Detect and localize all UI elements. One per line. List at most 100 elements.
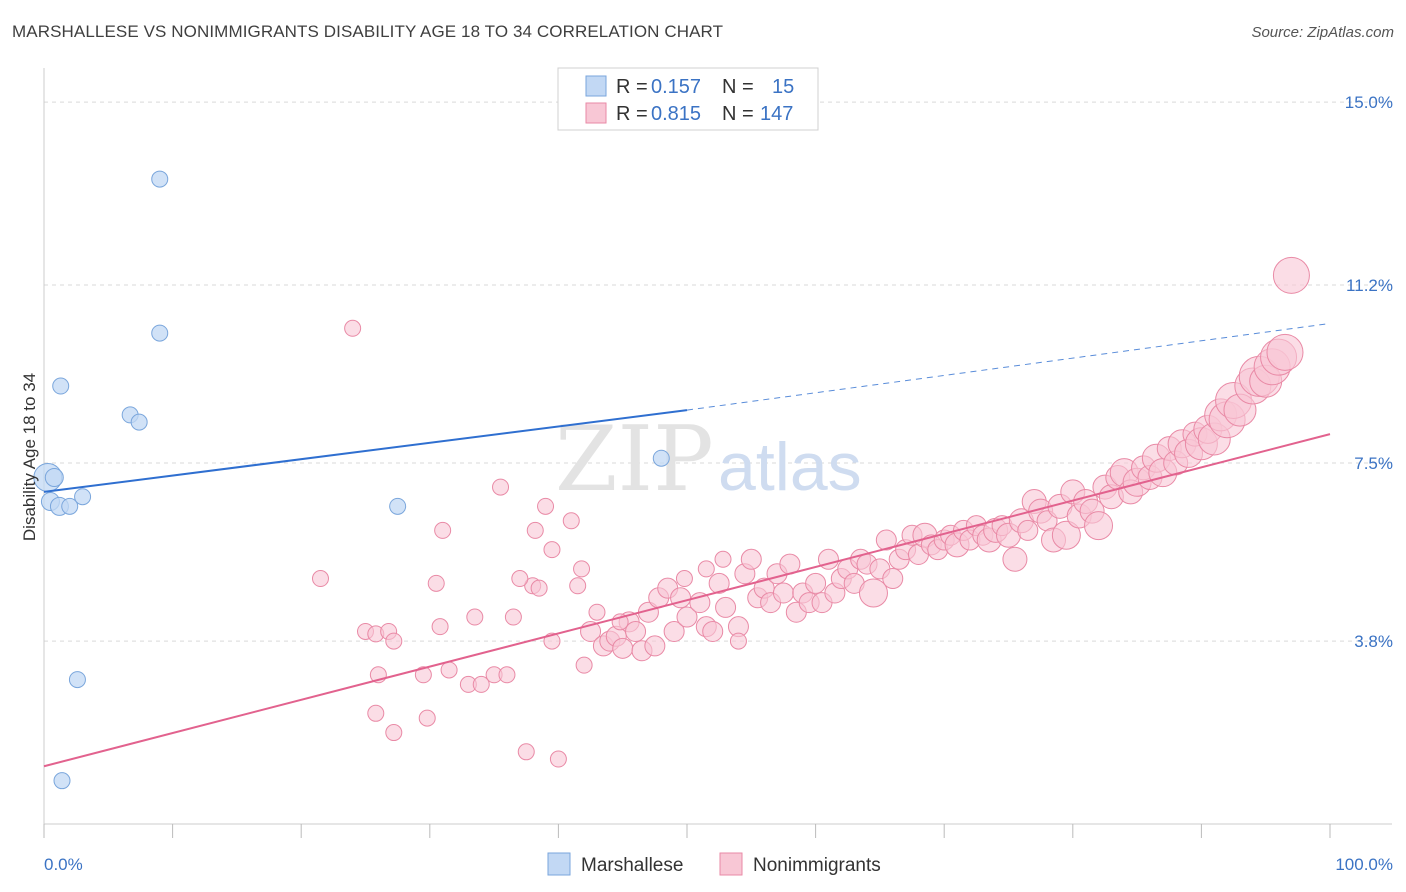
- nonimmigrants-point: [543, 541, 561, 559]
- legend-n-value: 15: [772, 76, 794, 98]
- marshallese-point: [151, 170, 169, 188]
- nonimmigrants-point: [549, 750, 567, 768]
- axes: [43, 68, 1392, 838]
- nonimmigrants-point: [530, 579, 548, 597]
- nonimmigrants-point: [663, 620, 685, 642]
- marshallese-point: [130, 413, 148, 431]
- nonimmigrants-point: [805, 572, 827, 594]
- marshallese-point: [53, 772, 71, 790]
- y-tick-label: 15.0%: [1345, 93, 1393, 112]
- y-tick-label: 11.2%: [1346, 276, 1393, 295]
- y-tick-label: 3.8%: [1354, 632, 1393, 651]
- nonimmigrants-point: [882, 568, 904, 590]
- legend-r-value: 0.815: [651, 103, 701, 125]
- marshallese-point: [74, 488, 92, 506]
- watermark: ZIP atlas: [555, 407, 862, 512]
- nonimmigrants-points: [311, 256, 1310, 768]
- nonimmigrants-point: [311, 570, 329, 588]
- nonimmigrants-point: [385, 724, 403, 742]
- nonimmigrants-point: [344, 319, 362, 337]
- bottom-legend-marshallese: Marshallese: [581, 855, 683, 876]
- marshallese-point: [68, 671, 86, 689]
- nonimmigrants-trend-line: [43, 433, 1331, 768]
- marshallese-point: [52, 377, 70, 395]
- nonimmigrants-point: [575, 656, 593, 674]
- nonimmigrants-point: [537, 497, 555, 515]
- marshallese-point: [61, 497, 79, 515]
- nonimmigrants-point: [1051, 520, 1081, 550]
- y-axis-label: Disability Age 18 to 34: [20, 373, 39, 541]
- y-tick-label: 7.5%: [1354, 454, 1393, 473]
- nonimmigrants-point: [772, 582, 794, 604]
- trend-lines: [43, 322, 1331, 768]
- nonimmigrants-point: [670, 587, 692, 609]
- nonimmigrants-point: [385, 632, 403, 650]
- nonimmigrants-point: [625, 620, 647, 642]
- nonimmigrants-point: [644, 635, 666, 657]
- bottom-legend: Marshallese Nonimmigrants: [547, 852, 881, 876]
- marshallese-point: [151, 324, 169, 342]
- nonimmigrants-point: [573, 560, 591, 578]
- nonimmigrants-point: [697, 560, 715, 578]
- nonimmigrants-point: [569, 577, 587, 595]
- chart-title: MARSHALLESE VS NONIMMIGRANTS DISABILITY …: [12, 22, 724, 41]
- legend-swatch-nonimmigrants: [585, 102, 607, 124]
- nonimmigrants-point: [1084, 511, 1114, 541]
- nonimmigrants-point: [729, 632, 747, 650]
- nonimmigrants-point: [492, 478, 510, 496]
- nonimmigrants-point: [875, 529, 897, 551]
- nonimmigrants-point: [1272, 256, 1310, 294]
- marshallese-points: [33, 170, 670, 790]
- legend-n-value: 147: [760, 103, 793, 125]
- legend-n-label: N =: [722, 103, 754, 125]
- nonimmigrants-point: [440, 661, 458, 679]
- nonimmigrants-point: [414, 666, 432, 684]
- marshallese-point: [44, 467, 64, 487]
- nonimmigrants-point: [675, 570, 693, 588]
- legend-r-label: R =: [616, 103, 648, 125]
- nonimmigrants-point: [472, 675, 490, 693]
- nonimmigrants-point: [466, 608, 484, 626]
- nonimmigrants-point: [526, 521, 544, 539]
- nonimmigrants-point: [702, 620, 724, 642]
- nonimmigrants-point: [1002, 546, 1028, 572]
- nonimmigrants-point: [1017, 519, 1039, 541]
- nonimmigrants-point: [708, 572, 730, 594]
- nonimmigrants-point: [434, 521, 452, 539]
- nonimmigrants-point: [431, 618, 449, 636]
- nonimmigrants-point: [418, 709, 436, 727]
- watermark-atlas: atlas: [718, 429, 862, 505]
- watermark-zip: ZIP: [555, 407, 714, 512]
- x-tick-label: 0.0%: [44, 855, 83, 874]
- nonimmigrants-point: [511, 570, 529, 588]
- nonimmigrants-point: [1266, 333, 1304, 371]
- nonimmigrants-point: [367, 704, 385, 722]
- nonimmigrants-point: [740, 548, 762, 570]
- nonimmigrants-point: [504, 608, 522, 626]
- nonimmigrants-point: [715, 596, 737, 618]
- nonimmigrants-point: [562, 512, 580, 530]
- nonimmigrants-point: [612, 637, 634, 659]
- source-label: Source: ZipAtlas.com: [1251, 24, 1394, 41]
- legend-n-label: N =: [722, 76, 754, 98]
- nonimmigrants-point: [427, 574, 445, 592]
- nonimmigrants-point: [676, 606, 698, 628]
- legend-box: R = 0.157 N = 15 R = 0.815 N = 147: [557, 67, 819, 131]
- legend-swatch-marshallese: [585, 75, 607, 97]
- bottom-legend-swatch-nonimmigrants: [719, 852, 743, 876]
- bottom-legend-swatch-marshallese: [547, 852, 571, 876]
- nonimmigrants-point: [588, 603, 606, 621]
- x-tick-label: 100.0%: [1335, 855, 1393, 874]
- nonimmigrants-point: [858, 578, 888, 608]
- marshallese-point: [389, 497, 407, 515]
- bottom-legend-nonimmigrants: Nonimmigrants: [753, 855, 881, 876]
- legend-r-value: 0.157: [651, 76, 701, 98]
- marshallese-trend-line: [43, 409, 688, 493]
- tick-labels: 3.8% 7.5% 11.2% 15.0% 0.0% 100.0%: [44, 93, 1393, 874]
- nonimmigrants-point: [714, 550, 732, 568]
- marshallese-trend-extension: [686, 322, 1331, 411]
- marshallese-point: [652, 449, 670, 467]
- nonimmigrants-point: [498, 666, 516, 684]
- nonimmigrants-point: [517, 743, 535, 761]
